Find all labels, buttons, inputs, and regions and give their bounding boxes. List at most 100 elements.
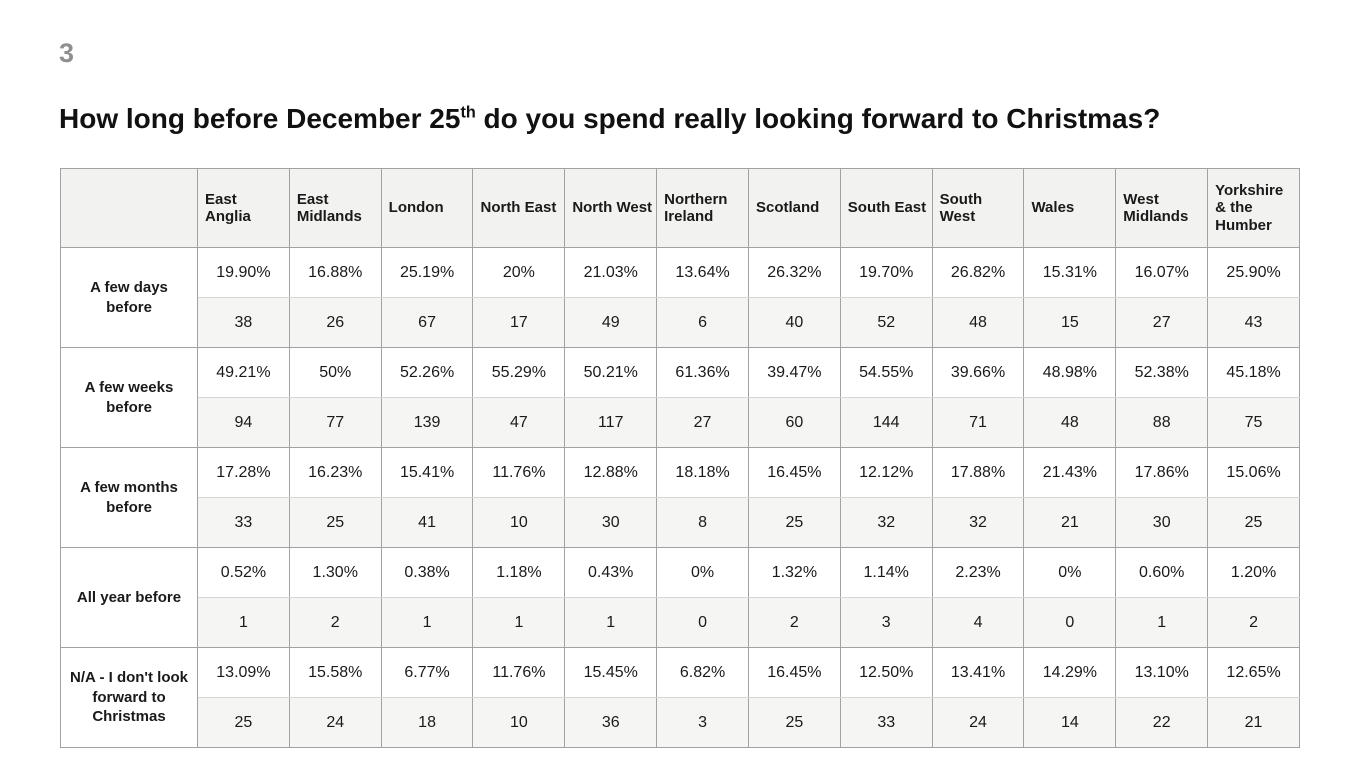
count-cell: 144 [839,397,933,448]
row-label: All year before [60,547,198,648]
percent-cell: 12.50% [839,647,933,698]
count-cell: 14 [1023,697,1117,748]
percent-cell: 1.32% [747,547,841,598]
count-cell: 1 [564,597,658,648]
percent-cell: 21.43% [1023,447,1117,498]
table-row-count: 33 25 41 10 30 8 25 32 32 21 30 25 [61,497,1300,548]
percent-cell: 0% [1023,547,1117,598]
count-cell: 18 [380,697,474,748]
results-table-container: East Anglia East Midlands London North East… [60,168,1300,748]
percent-cell: 15.31% [1023,247,1117,298]
count-cell: 3 [839,597,933,648]
count-cell: 8 [656,497,749,548]
percent-cell: 2.23% [931,547,1025,598]
table-row-count: 38 26 67 17 49 6 40 52 48 15 27 43 [61,297,1300,348]
count-cell: 1 [197,597,290,648]
count-cell: 139 [380,397,474,448]
table-body: A few days before 19.90% 16.88% 25.19% 20% 21… [60,247,1300,748]
count-cell: 10 [472,497,566,548]
count-cell: 2 [747,597,841,648]
region-header: London [380,168,474,248]
percent-cell: 1.14% [839,547,933,598]
count-cell: 52 [839,297,933,348]
percent-cell: 6.82% [656,647,749,698]
table-row-percent: A few months before 17.28% 16.23% 15.41% 11.… [60,447,1300,548]
percent-cell: 49.21% [197,347,290,398]
percent-cell: 12.65% [1207,647,1300,698]
percent-cell: 17.88% [931,447,1025,498]
count-cell: 6 [656,297,749,348]
count-cell: 77 [288,397,382,448]
count-cell: 33 [839,697,933,748]
count-cell: 43 [1207,297,1300,348]
table-row-percent: N/A - I don't look forward to Christmas 1… [60,647,1300,748]
count-cell: 2 [1207,597,1300,648]
percent-cell: 15.45% [564,647,658,698]
count-cell: 15 [1023,297,1117,348]
count-cell: 36 [564,697,658,748]
percent-cell: 18.18% [656,447,749,498]
count-cell: 88 [1115,397,1209,448]
row-label: A few weeks before [60,347,198,448]
count-cell: 26 [288,297,382,348]
count-cell: 4 [931,597,1025,648]
count-cell: 25 [747,697,841,748]
count-cell: 60 [747,397,841,448]
count-cell: 10 [472,697,566,748]
count-cell: 3 [656,697,749,748]
region-header: South West [931,168,1025,248]
percent-cell: 54.55% [839,347,933,398]
percent-cell: 6.77% [380,647,474,698]
percent-cell: 11.76% [472,647,566,698]
count-cell: 1 [472,597,566,648]
percent-cell: 52.38% [1115,347,1209,398]
percent-cell: 16.45% [747,447,841,498]
table-row-percent: A few days before 19.90% 16.88% 25.19% 20% 21… [60,247,1300,348]
percent-cell: 26.82% [931,247,1025,298]
count-cell: 94 [197,397,290,448]
count-cell: 24 [931,697,1025,748]
percent-cell: 16.07% [1115,247,1209,298]
count-cell: 21 [1207,697,1300,748]
page-number: 3 [59,38,75,68]
count-cell: 0 [1023,597,1117,648]
region-header: East Anglia [197,168,290,248]
page-title-prefix: How long before December 25 [59,102,461,134]
count-cell: 75 [1207,397,1300,448]
count-cell: 47 [472,397,566,448]
percent-cell: 25.19% [380,247,474,298]
percent-cell: 61.36% [656,347,749,398]
percent-cell: 16.45% [747,647,841,698]
row-label: A few months before [60,447,198,548]
region-header: Wales [1023,168,1117,248]
page-title-superscript: th [460,103,476,122]
percent-cell: 50.21% [564,347,658,398]
percent-cell: 12.12% [839,447,933,498]
percent-cell: 13.09% [197,647,290,698]
count-cell: 32 [931,497,1025,548]
percent-cell: 0.60% [1115,547,1209,598]
count-cell: 1 [1115,597,1209,648]
percent-cell: 0.43% [564,547,658,598]
percent-cell: 1.20% [1207,547,1300,598]
count-cell: 22 [1115,697,1209,748]
table-row-percent: All year before 0.52% 1.30% 0.38% 1.18% 0.43%… [60,547,1300,648]
percent-cell: 25.90% [1207,247,1300,298]
count-cell: 71 [931,397,1025,448]
percent-cell: 16.23% [288,447,382,498]
table-corner-cell [60,168,198,248]
count-cell: 30 [564,497,658,548]
percent-cell: 12.88% [564,447,658,498]
count-cell: 25 [747,497,841,548]
region-header: South East [839,168,933,248]
count-cell: 38 [197,297,290,348]
percent-cell: 19.70% [839,247,933,298]
region-header: North West [564,168,658,248]
count-cell: 32 [839,497,933,548]
percent-cell: 48.98% [1023,347,1117,398]
percent-cell: 15.41% [380,447,474,498]
region-header: West Midlands [1115,168,1209,248]
count-cell: 48 [931,297,1025,348]
table-row-percent: A few weeks before 49.21% 50% 52.26% 55.29% 5… [60,347,1300,448]
